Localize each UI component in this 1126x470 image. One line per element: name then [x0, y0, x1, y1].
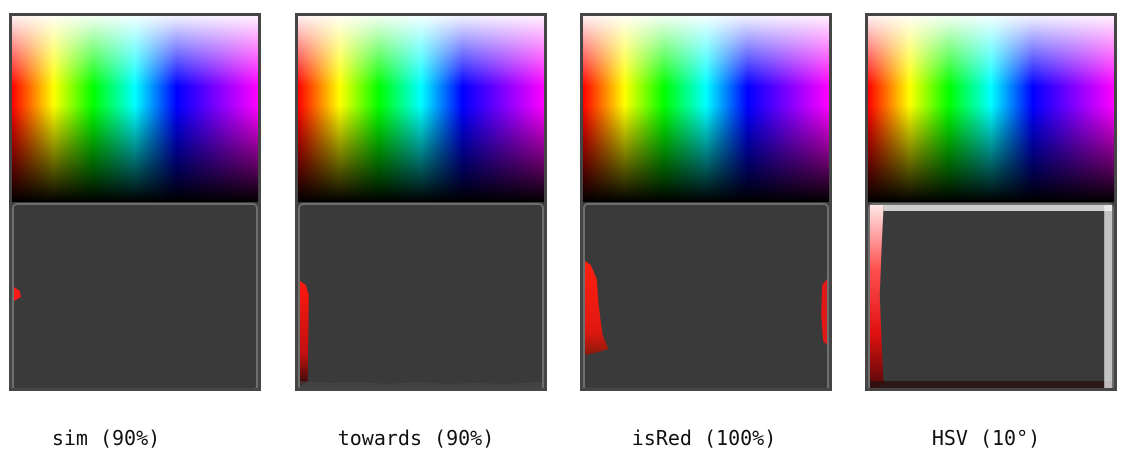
hue-gradient-swatch[interactable]	[868, 16, 1114, 202]
matched-red-region-right	[821, 279, 827, 345]
caption-hsv: HSV (10°)	[931, 426, 1041, 450]
matched-edge-noise	[300, 381, 542, 388]
caption-isred: isRed (100%)	[631, 426, 777, 450]
matched-red-region-left	[870, 205, 884, 388]
color-panel-isred	[580, 13, 832, 391]
matched-region-mask	[585, 261, 827, 355]
matched-edge-noise-top	[883, 205, 1112, 211]
matched-red-region	[14, 287, 21, 301]
caption-towards: towards (90%)	[337, 426, 495, 450]
matched-red-region-left	[585, 261, 609, 355]
color-panel-hsv	[865, 13, 1117, 391]
caption-sim: sim (90%)	[51, 426, 161, 450]
matched-region-mask	[870, 205, 1112, 388]
color-panel-towards	[295, 13, 547, 391]
hue-gradient-swatch[interactable]	[298, 16, 544, 202]
hue-gradient-swatch[interactable]	[583, 16, 829, 202]
color-match-preview	[868, 203, 1114, 388]
matched-edge-noise-right	[1104, 205, 1112, 388]
color-match-preview	[298, 203, 544, 388]
color-match-preview	[583, 203, 829, 388]
matched-region-mask	[300, 281, 542, 388]
color-match-preview	[12, 203, 258, 388]
color-panel-sim	[9, 13, 261, 391]
hue-gradient-swatch[interactable]	[12, 16, 258, 202]
matched-edge-noise-bottom	[870, 381, 1112, 388]
matched-red-region	[300, 281, 309, 387]
matched-region-mask	[14, 287, 21, 301]
